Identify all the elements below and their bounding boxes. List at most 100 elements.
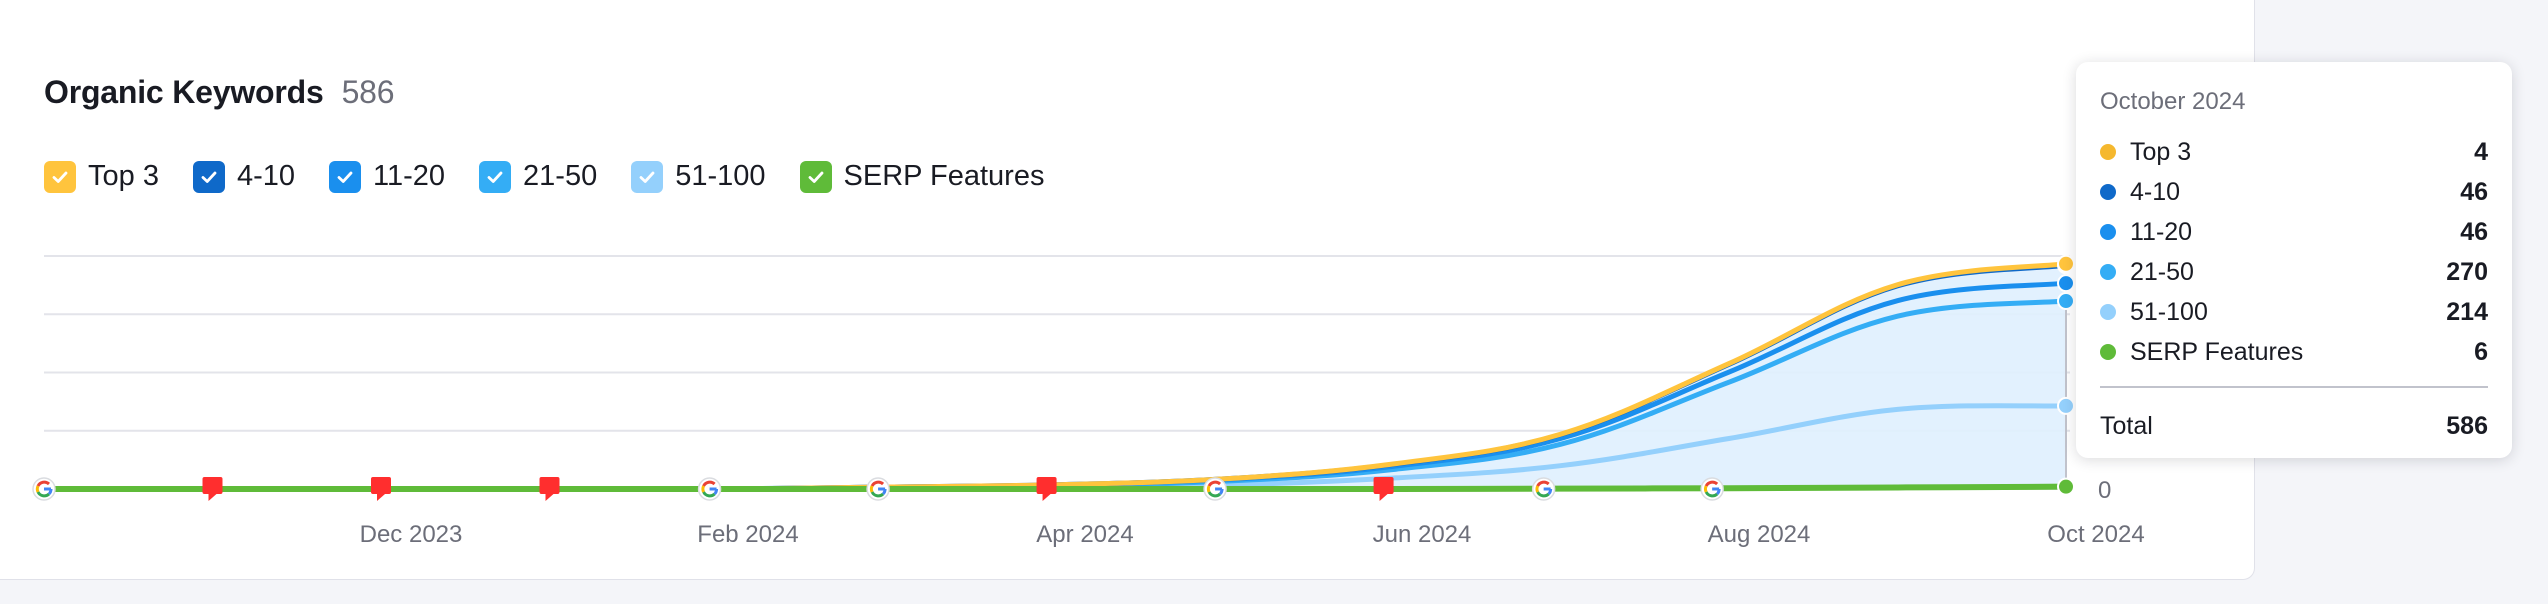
tooltip-row-21-50: 21-50 270	[2100, 252, 2488, 292]
google-icon-arc	[1536, 480, 1550, 487]
series-dot-icon	[2100, 224, 2116, 240]
google-icon-arc	[713, 488, 719, 496]
stacked-area-fill	[44, 263, 2066, 490]
tooltip-row-top-3: Top 3 4	[2100, 132, 2488, 172]
flag-icon	[1036, 477, 1057, 501]
google-update-icon	[697, 477, 722, 501]
flag-icon-tail	[377, 494, 385, 501]
tooltip-label: 11-20	[2130, 217, 2193, 246]
google-update-icon	[32, 477, 56, 501]
x-tick-label: Feb 2024	[697, 521, 798, 548]
x-tick-label: Oct 2024	[2047, 521, 2144, 548]
google-icon-arc	[1715, 488, 1721, 496]
legend-label: SERP Features	[843, 160, 1045, 192]
tooltip-value: 4	[2474, 137, 2488, 166]
tooltip-value: 46	[2460, 217, 2488, 246]
flag-icon-body	[371, 477, 391, 494]
hover-point	[2057, 292, 2075, 311]
tooltip-row-4-10: 4-10 46	[2100, 172, 2488, 212]
checkbox-icon[interactable]	[192, 160, 225, 193]
legend-label: Top 3	[88, 160, 159, 192]
tooltip-label: 21-50	[2130, 257, 2194, 286]
legend-label: 11-20	[373, 160, 446, 192]
google-icon-arc	[36, 491, 51, 498]
tooltip-value: 270	[2446, 257, 2488, 286]
keyword-count: 586	[341, 74, 395, 110]
flag-icon	[202, 477, 223, 501]
google-icon-arc	[1547, 488, 1553, 496]
tooltip-date: October 2024	[2100, 88, 2246, 115]
google-icon-arc	[881, 488, 887, 496]
flag-icon	[371, 477, 391, 501]
google-icon-arc	[869, 485, 874, 493]
flag-icon-body	[1373, 477, 1394, 494]
chart-title: Organic Keywords	[44, 74, 324, 110]
google-icon-arc	[1703, 485, 1708, 493]
google-icon-arc	[702, 480, 716, 487]
google-update-icon	[1531, 477, 1556, 501]
google-icon-arc	[1535, 485, 1540, 493]
flag-icon-body	[1036, 477, 1057, 494]
legend-label: 51-100	[675, 160, 766, 192]
google-icon-arc	[701, 485, 705, 493]
tooltip-row-serp-features: SERP Features 6	[2100, 332, 2488, 372]
hover-point	[2057, 477, 2075, 496]
flag-icon-tail	[545, 494, 554, 501]
google-icon-arc	[1218, 488, 1224, 496]
google-icon-arc	[1704, 491, 1719, 498]
flag-icon-tail	[1379, 494, 1388, 501]
y-tick-label: 0	[2098, 477, 2111, 504]
hover-point	[2057, 254, 2075, 273]
tooltip-total-label: Total	[2100, 411, 2153, 440]
flag-icon-body	[202, 477, 223, 494]
checkbox-icon[interactable]	[799, 160, 832, 193]
tooltip-total-value: 586	[2446, 411, 2488, 440]
google-icon-arc	[47, 488, 53, 496]
tooltip-value: 46	[2460, 177, 2488, 206]
series-dot-icon	[2100, 264, 2116, 280]
google-icon-arc	[870, 480, 885, 487]
tooltip-value: 214	[2446, 297, 2488, 326]
flag-icon	[1373, 477, 1394, 501]
tooltip-row-total: Total 586	[2100, 406, 2488, 446]
tooltip-label: 4-10	[2130, 177, 2181, 206]
google-update-icon	[1203, 477, 1227, 501]
google-icon-arc	[1207, 491, 1222, 498]
legend-51-100[interactable]: 51-100	[631, 160, 766, 193]
google-update-icon	[866, 477, 890, 501]
legend-11-20[interactable]: 11-20	[329, 160, 445, 193]
google-icon-arc	[702, 491, 716, 498]
legend-label: 4-10	[236, 160, 295, 192]
organic-keywords-card: Organic Keywords 586 Top 3 4-10 11-20 21…	[0, 0, 2255, 580]
legend-21-50[interactable]: 21-50	[479, 160, 597, 193]
legend-label: 21-50	[523, 160, 598, 192]
legend-4-10[interactable]: 4-10	[192, 160, 295, 193]
series-dot-icon	[2100, 184, 2116, 200]
google-icon-arc	[1206, 485, 1211, 493]
tooltip-label: 51-100	[2130, 297, 2208, 326]
flag-icon	[539, 477, 560, 501]
checkbox-icon[interactable]	[329, 160, 361, 193]
chart-tooltip: October 2024 Top 3 4 4-10 46 11-20 46 21…	[2076, 62, 2512, 458]
tooltip-divider	[2100, 386, 2488, 388]
tooltip-row-51-100: 51-100 214	[2100, 292, 2488, 332]
checkbox-icon[interactable]	[631, 160, 664, 193]
hover-point	[2057, 274, 2075, 293]
google-icon-arc	[870, 491, 885, 498]
legend-serp-features[interactable]: SERP Features	[799, 160, 1045, 193]
google-icon-arc	[35, 485, 40, 493]
google-icon-arc	[1207, 480, 1222, 487]
tooltip-label: SERP Features	[2130, 337, 2304, 366]
x-tick-label: Apr 2024	[1036, 521, 1133, 548]
legend-top-3[interactable]: Top 3	[44, 160, 159, 193]
checkbox-icon[interactable]	[44, 160, 76, 193]
chart-title-row: Organic Keywords 586	[44, 74, 395, 111]
checkbox-icon[interactable]	[479, 160, 512, 193]
flag-icon-tail	[208, 494, 217, 501]
x-tick-label: Aug 2024	[1708, 521, 1811, 548]
keywords-area-chart[interactable]: 0 Dec 2023 Feb 2024 Apr 2024 Jun 2024 Aug 202…	[0, 0, 2255, 580]
google-icon-arc	[1704, 480, 1719, 487]
tooltip-value: 6	[2474, 337, 2488, 366]
flag-icon-tail	[1042, 494, 1051, 501]
google-icon-arc	[36, 480, 51, 487]
